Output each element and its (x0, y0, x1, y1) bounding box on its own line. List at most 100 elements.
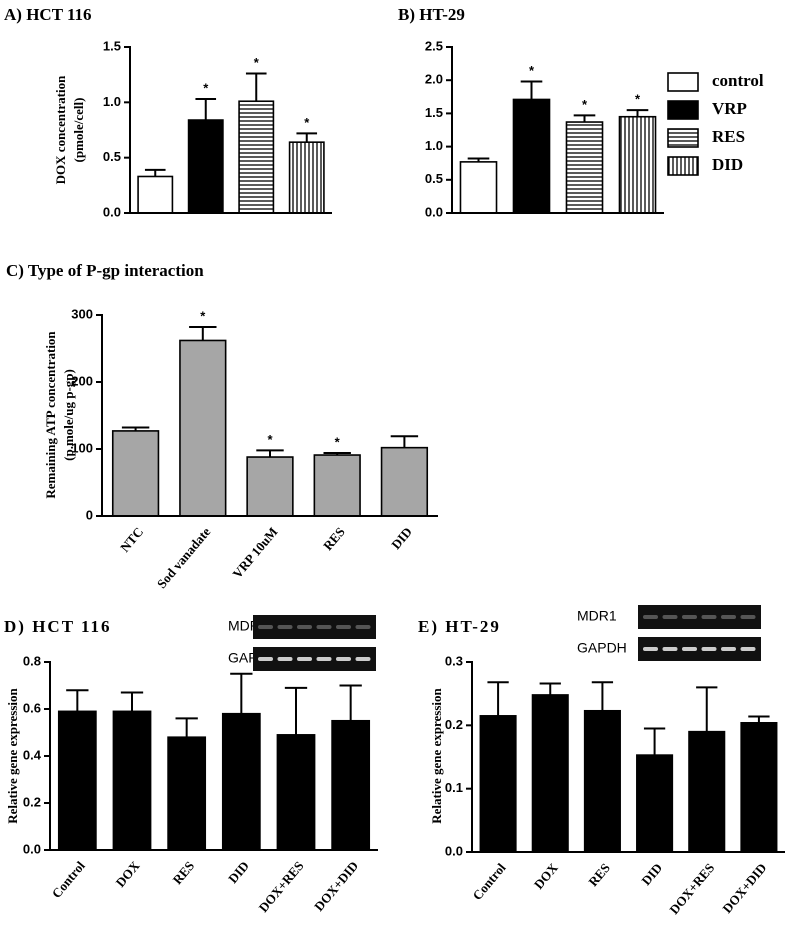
bar (111, 430, 160, 517)
x-tick-label: DOX+RES (666, 860, 717, 917)
bar (137, 175, 174, 214)
significance-mark: * (335, 434, 341, 449)
bar (740, 721, 778, 853)
x-tick-label: Control (49, 858, 88, 901)
error-bar (230, 672, 253, 714)
error-bar (195, 98, 217, 121)
bar (459, 161, 498, 214)
chart-title: D) HCT 116 (4, 617, 112, 636)
significance-mark: * (582, 97, 588, 112)
y-tick-label: 200 (71, 373, 93, 388)
gel-band (258, 657, 273, 661)
bar (380, 446, 429, 517)
error-bar (643, 727, 666, 756)
significance-mark: * (529, 63, 535, 78)
gel-band (721, 615, 736, 619)
x-tick-label: DOX+DID (311, 858, 361, 914)
gel-label: GAPDH (577, 640, 627, 656)
significance-mark: * (267, 432, 273, 447)
y-tick-label: 0.6 (23, 700, 41, 715)
error-bar (467, 157, 490, 162)
error-bar (323, 452, 351, 456)
y-tick-label: 0.0 (23, 841, 41, 856)
gel-band (297, 625, 312, 629)
y-tick-label: 0.1 (445, 780, 463, 795)
legend-swatch (667, 156, 699, 176)
x-tick-label: Control (469, 860, 508, 903)
y-tick-label: 2.5 (425, 38, 443, 53)
error-bar (339, 684, 362, 721)
y-tick-label: 300 (71, 306, 93, 321)
bar (57, 710, 97, 851)
legend-label: DID (712, 155, 743, 174)
bar (531, 694, 569, 853)
bar (512, 98, 551, 214)
y-tick-label: 1.0 (103, 94, 121, 109)
bar (583, 709, 621, 853)
bar (565, 121, 604, 214)
gel-band (701, 647, 717, 651)
gel-band (662, 647, 678, 651)
y-axis-label: Relative gene expression (5, 687, 20, 823)
error-bar (144, 168, 166, 177)
bar (276, 734, 316, 851)
error-bar (296, 132, 318, 143)
chart-title: B) HT-29 (398, 5, 465, 24)
gel-band (662, 615, 678, 619)
x-tick-label: DOX+DID (719, 860, 769, 916)
legend-swatch (667, 128, 699, 148)
x-tick-label: NTC (117, 524, 146, 555)
error-bar (121, 426, 150, 431)
error-bar (539, 682, 561, 695)
bar (618, 115, 657, 214)
chart-title: C) Type of P-gp interaction (6, 261, 204, 280)
y-tick-label: 0 (86, 507, 93, 522)
x-tick-label: DID (638, 860, 665, 888)
gel-band (355, 625, 371, 629)
x-tick-label: DOX (113, 858, 143, 890)
x-tick-label: RES (320, 524, 348, 553)
y-tick-label: 1.0 (425, 138, 443, 153)
y-tick-label: 0.0 (445, 843, 463, 858)
legend-label: control (712, 71, 764, 90)
chart-title: E) HT-29 (418, 617, 501, 636)
error-bar (748, 715, 770, 723)
y-axis-label: (p.mole/ug p-gp) (61, 369, 76, 461)
y-tick-label: 0.0 (103, 204, 121, 219)
y-axis-label: (pmole/cell) (71, 98, 86, 163)
error-bar (591, 681, 614, 711)
x-tick-label: DOX (531, 860, 561, 892)
bar (313, 454, 361, 517)
error-bar (256, 449, 284, 458)
error-bar (245, 72, 267, 102)
error-bar (487, 681, 509, 716)
error-bar (120, 691, 144, 712)
legend-label: RES (712, 127, 745, 146)
significance-mark: * (203, 80, 209, 95)
gel-band (336, 625, 351, 629)
y-tick-label: 0.5 (103, 149, 121, 164)
gel-band (740, 615, 756, 619)
y-axis-label: DOX concentration (53, 75, 68, 184)
gel-band (316, 657, 332, 661)
y-axis-label: Remaining ATP concentration (43, 331, 58, 499)
bar (179, 339, 227, 517)
y-axis-label: Relative gene expression (429, 687, 444, 823)
x-tick-label: DOX+RES (256, 858, 307, 915)
bar (288, 141, 325, 214)
gel-band (682, 615, 697, 619)
bar (238, 100, 275, 214)
gel-band (277, 657, 293, 661)
gel-label: MDR1 (577, 608, 617, 624)
error-bar (189, 326, 217, 341)
significance-mark: * (635, 92, 641, 107)
error-bar (626, 109, 649, 117)
error-bar (696, 686, 718, 732)
significance-mark: * (200, 308, 206, 323)
gel-band (643, 647, 658, 651)
chart-title: A) HCT 116 (4, 5, 92, 24)
legend-swatch (667, 100, 699, 120)
y-tick-label: 0.8 (23, 653, 41, 668)
significance-mark: * (304, 115, 310, 130)
